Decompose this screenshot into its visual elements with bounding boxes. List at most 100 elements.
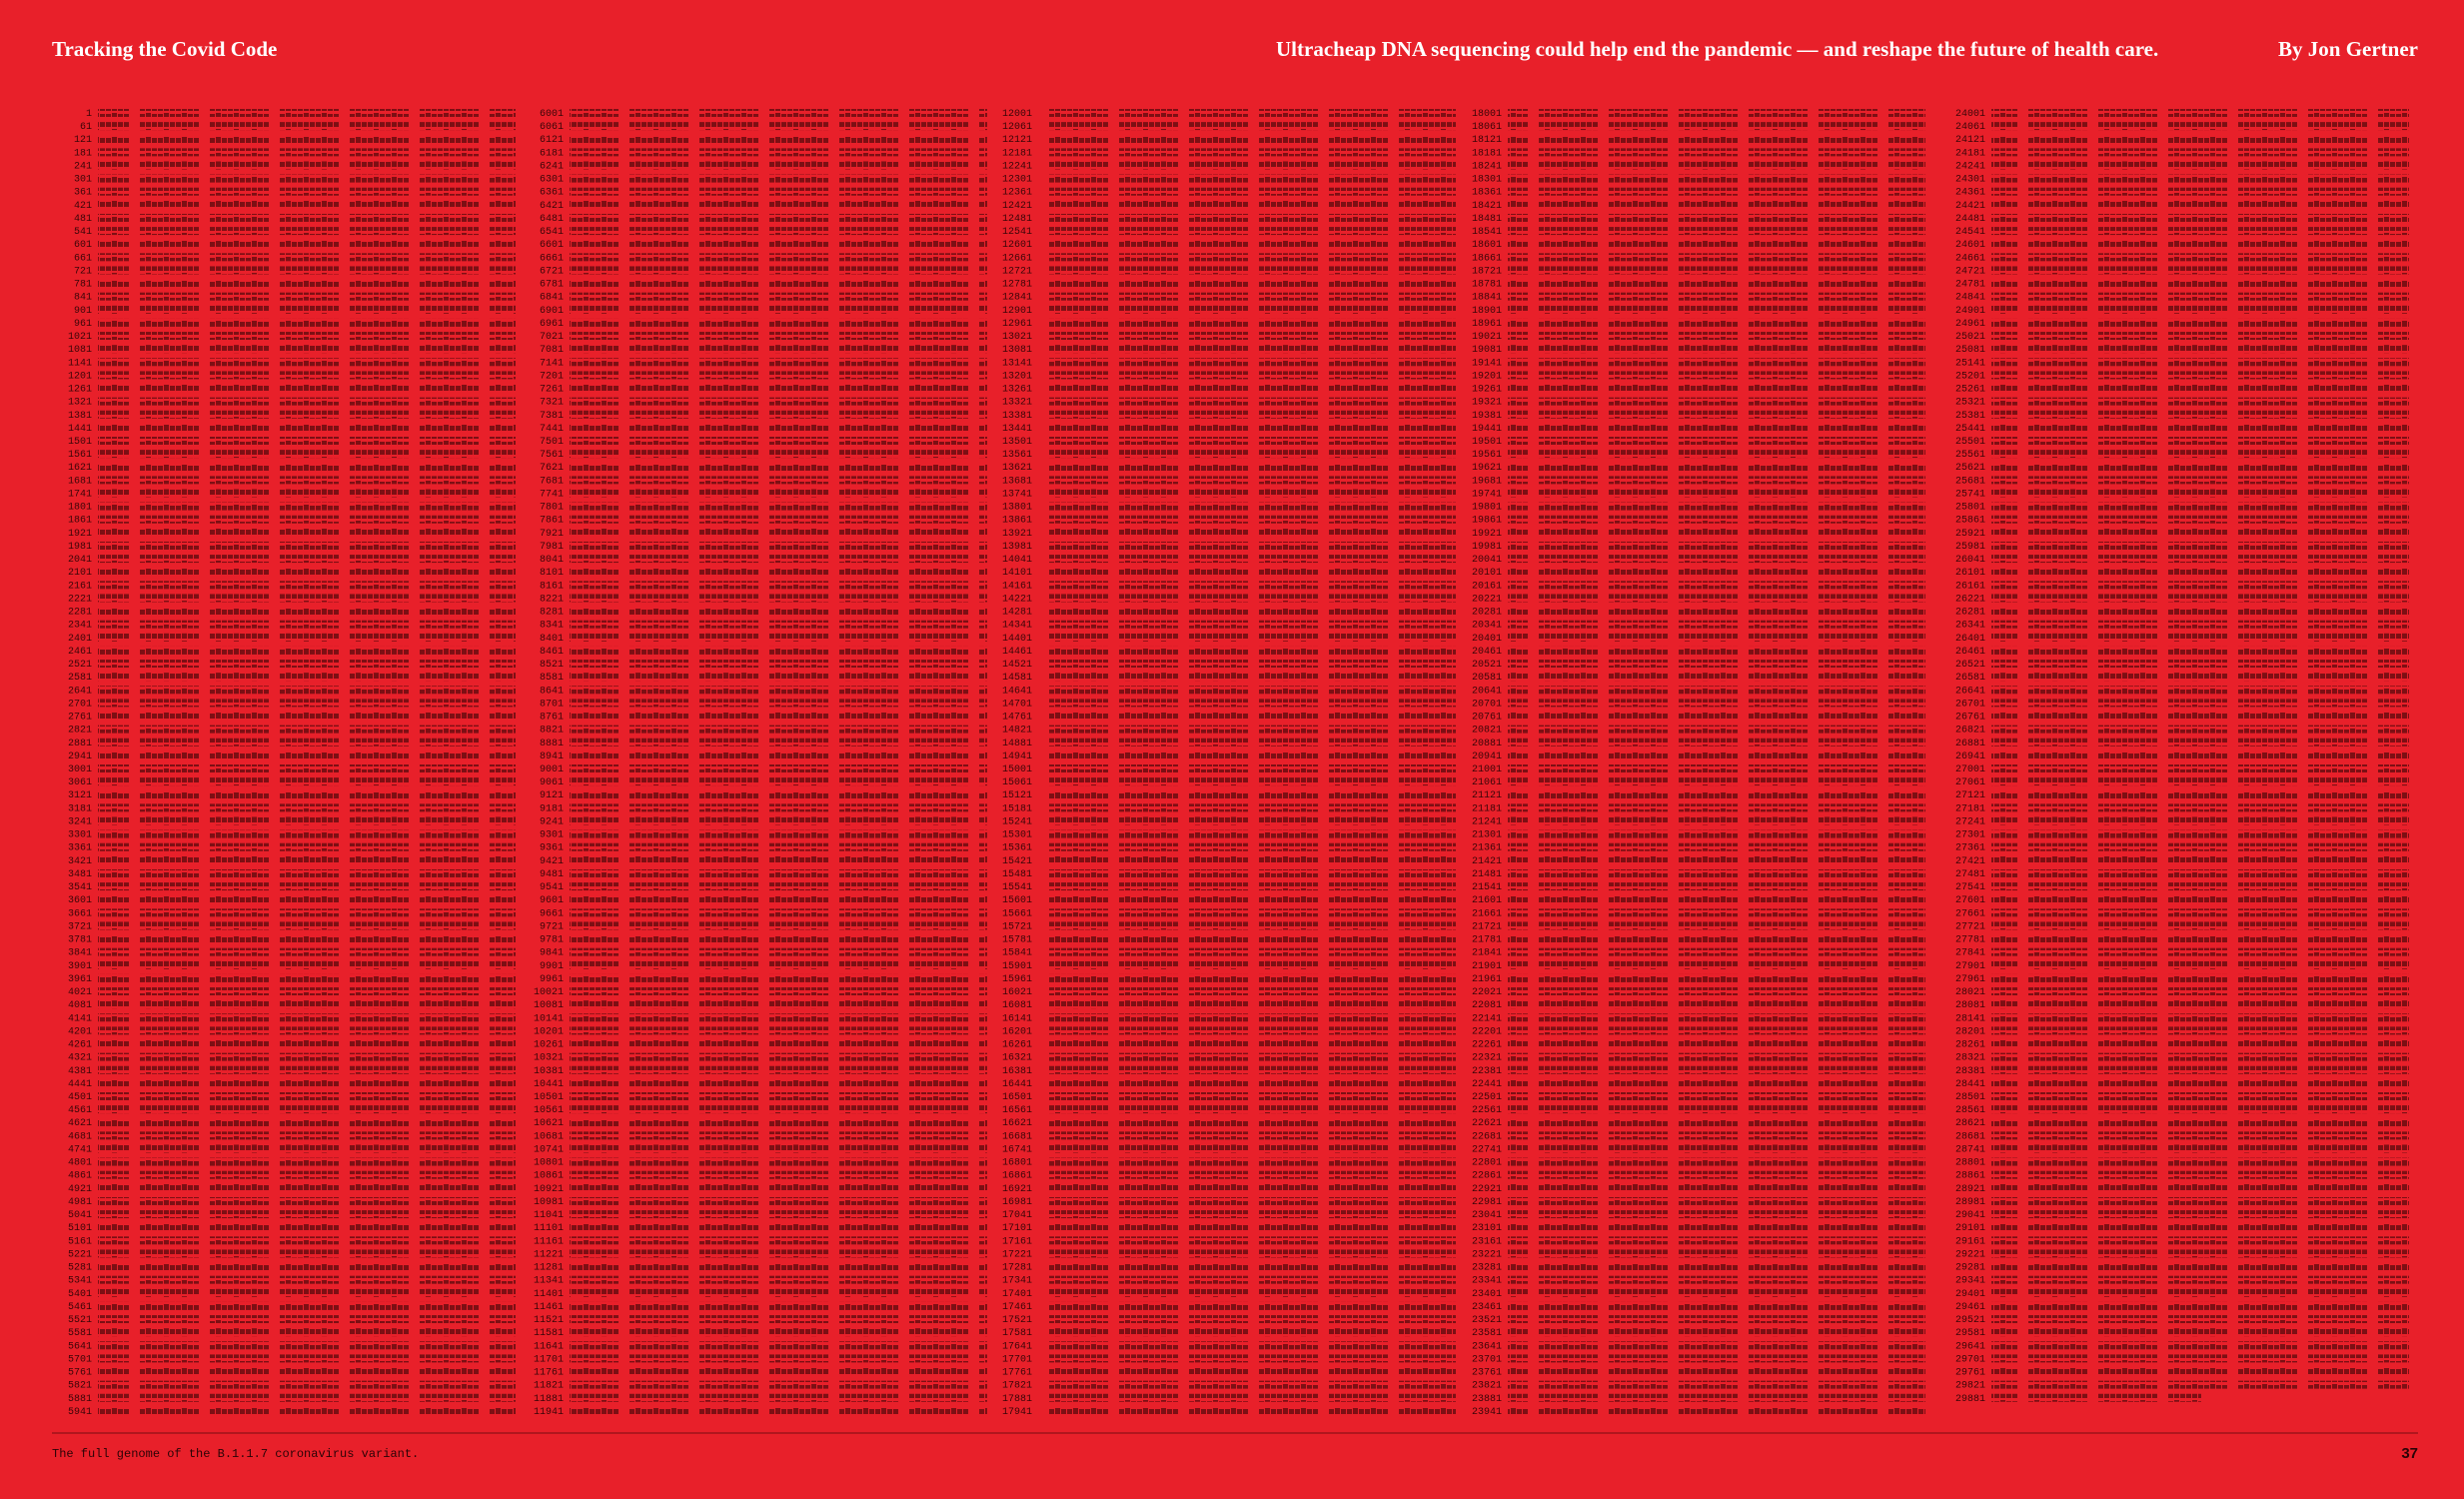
line-number: 12301 bbox=[1002, 175, 1032, 186]
sequence-text bbox=[1038, 934, 1456, 943]
sequence-text bbox=[1991, 332, 2409, 341]
line-number: 14701 bbox=[1002, 699, 1032, 710]
sequence-text bbox=[1991, 1144, 2409, 1153]
line-number: 10501 bbox=[534, 1092, 564, 1103]
sequence-text bbox=[1038, 227, 1456, 236]
sequence-text bbox=[98, 855, 516, 864]
sequence-text bbox=[98, 1000, 516, 1009]
sequence-text bbox=[570, 384, 987, 393]
line-number: 1321 bbox=[68, 398, 92, 409]
line-number: 2881 bbox=[68, 739, 92, 750]
line-number: 13441 bbox=[1002, 424, 1032, 435]
line-number: 10981 bbox=[534, 1197, 564, 1208]
line-number: 21661 bbox=[1472, 908, 1502, 919]
sequence-text bbox=[1991, 686, 2409, 695]
line-number: 10561 bbox=[534, 1105, 564, 1116]
sequence-text bbox=[570, 253, 987, 262]
sequence-text bbox=[1508, 305, 1925, 314]
line-number: 15601 bbox=[1002, 895, 1032, 906]
sequence-text bbox=[98, 750, 516, 759]
line-number: 16981 bbox=[1002, 1197, 1032, 1208]
sequence-text bbox=[98, 633, 516, 642]
sequence-text bbox=[1038, 161, 1456, 170]
sequence-text bbox=[570, 725, 987, 734]
sequence-text bbox=[98, 581, 516, 590]
line-number: 10681 bbox=[534, 1131, 564, 1142]
line-number: 23881 bbox=[1472, 1394, 1502, 1405]
line-number: 18781 bbox=[1472, 280, 1502, 291]
line-number: 14161 bbox=[1002, 581, 1032, 592]
line-number: 20461 bbox=[1472, 647, 1502, 658]
sequence-text bbox=[1508, 712, 1925, 721]
sequence-text bbox=[98, 1105, 516, 1114]
line-number: 5341 bbox=[68, 1276, 92, 1287]
line-number: 17821 bbox=[1002, 1381, 1032, 1392]
line-number: 1141 bbox=[68, 358, 92, 369]
line-number: 4681 bbox=[68, 1131, 92, 1142]
sequence-text bbox=[570, 187, 987, 196]
line-number: 16921 bbox=[1002, 1184, 1032, 1195]
sequence-text bbox=[1991, 921, 2409, 930]
line-number: 10201 bbox=[534, 1026, 564, 1037]
line-number: 8101 bbox=[540, 568, 564, 579]
sequence-text bbox=[1991, 1105, 2409, 1114]
line-number: 22621 bbox=[1472, 1118, 1502, 1129]
sequence-text bbox=[1038, 620, 1456, 629]
sequence-text bbox=[98, 213, 516, 222]
line-number: 18601 bbox=[1472, 240, 1502, 251]
line-number: 8641 bbox=[540, 686, 564, 697]
line-number: 3421 bbox=[68, 856, 92, 867]
sequence-text bbox=[1991, 816, 2409, 825]
line-number: 13501 bbox=[1002, 437, 1032, 448]
sequence-text bbox=[1508, 541, 1925, 550]
sequence-text bbox=[1038, 135, 1456, 144]
sequence-text bbox=[98, 437, 516, 445]
sequence-text bbox=[570, 1275, 987, 1284]
sequence-text bbox=[570, 607, 987, 616]
line-number: 11701 bbox=[534, 1354, 564, 1365]
genome-block: 1 61 121 181 241 301 361 421 481 541 601 661 721 781 8… bbox=[68, 109, 2409, 1418]
line-number: 12601 bbox=[1002, 240, 1032, 251]
sequence-text bbox=[1038, 1301, 1456, 1310]
line-number: 26221 bbox=[1955, 594, 1985, 605]
line-number: 241 bbox=[74, 161, 92, 172]
line-number: 20221 bbox=[1472, 594, 1502, 605]
line-number: 2461 bbox=[68, 647, 92, 658]
line-number: 6121 bbox=[540, 135, 564, 146]
sequence-text bbox=[1991, 738, 2409, 747]
line-number: 12961 bbox=[1002, 319, 1032, 330]
line-number: 9541 bbox=[540, 882, 564, 893]
sequence-text bbox=[1508, 908, 1925, 917]
line-number: 3121 bbox=[68, 790, 92, 801]
line-number: 14521 bbox=[1002, 660, 1032, 671]
sequence-text bbox=[570, 882, 987, 891]
line-number: 11461 bbox=[534, 1302, 564, 1313]
line-number: 27361 bbox=[1955, 843, 1985, 854]
sequence-text bbox=[570, 161, 987, 170]
sequence-text bbox=[570, 332, 987, 341]
sequence-text bbox=[1991, 1039, 2409, 1048]
sequence-text bbox=[570, 568, 987, 577]
sequence-text bbox=[1991, 673, 2409, 682]
sequence-text bbox=[98, 895, 516, 904]
line-number: 3781 bbox=[68, 935, 92, 946]
sequence-text bbox=[570, 174, 987, 183]
line-number: 3601 bbox=[68, 895, 92, 906]
sequence-text bbox=[1508, 1170, 1925, 1179]
sequence-text bbox=[1508, 1131, 1925, 1140]
line-number: 21601 bbox=[1472, 895, 1502, 906]
sequence-text bbox=[1508, 1078, 1925, 1087]
sequence-text bbox=[1991, 1052, 2409, 1061]
sequence-text bbox=[1991, 1367, 2409, 1376]
line-number: 23401 bbox=[1472, 1289, 1502, 1300]
line-number: 9601 bbox=[540, 895, 564, 906]
sequence-text bbox=[98, 1210, 516, 1219]
line-number: 1681 bbox=[68, 476, 92, 487]
line-number: 6361 bbox=[540, 188, 564, 199]
sequence-text bbox=[1038, 423, 1456, 432]
sequence-text bbox=[98, 1406, 516, 1415]
line-number: 12241 bbox=[1002, 161, 1032, 172]
sequence-text bbox=[1991, 725, 2409, 734]
line-number: 28081 bbox=[1955, 1000, 1985, 1011]
